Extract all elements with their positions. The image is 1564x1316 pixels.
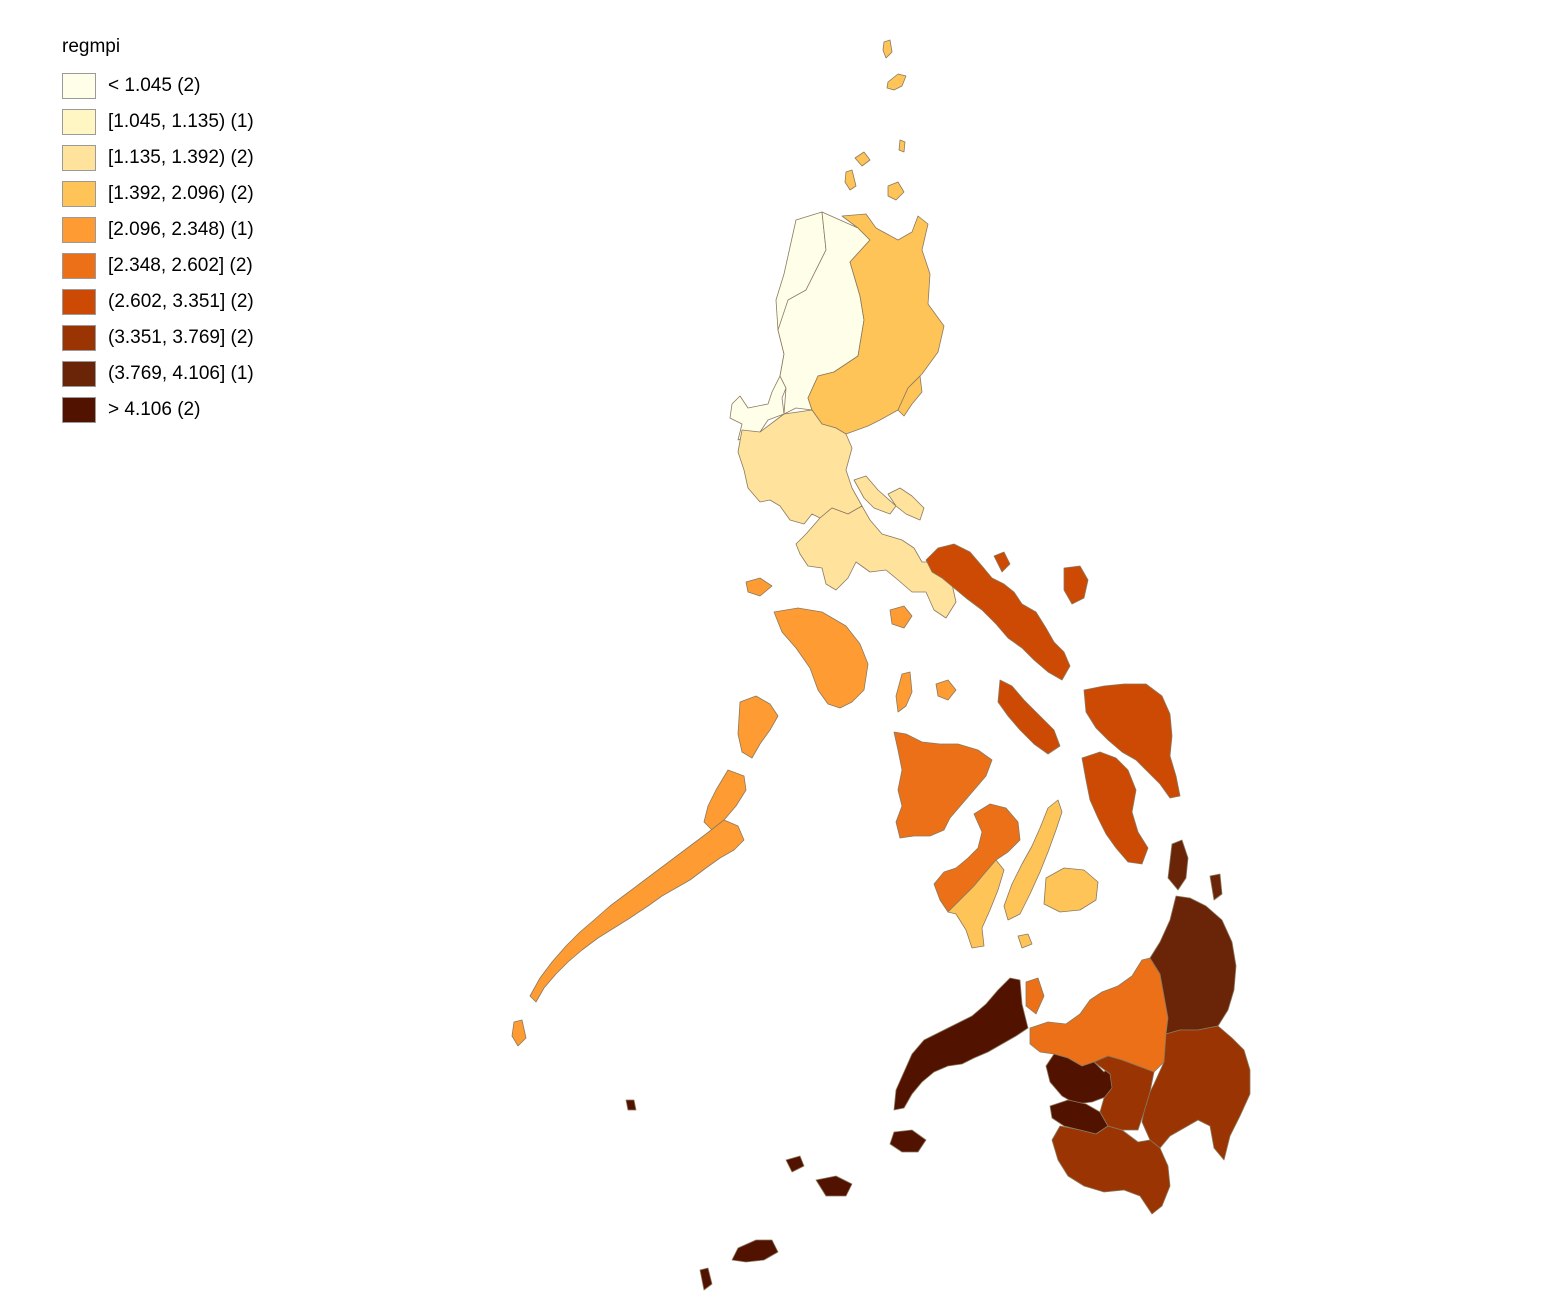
map-region	[925, 543, 1071, 681]
map-region	[1209, 873, 1223, 901]
map-region	[893, 731, 993, 839]
legend-label: > 4.106 (2)	[108, 399, 201, 420]
map-legend: regmpi < 1.045 (2) [1.045, 1.135) (1) [1…	[62, 36, 254, 428]
map-region	[947, 859, 1005, 949]
map-region	[1017, 933, 1033, 949]
map-region	[886, 73, 907, 91]
legend-item: [2.096, 2.348) (1)	[62, 212, 254, 248]
map-region	[773, 607, 869, 709]
map-region	[993, 551, 1011, 573]
map-region	[1063, 565, 1089, 605]
legend-swatch	[62, 73, 96, 99]
legend-label: (3.769, 4.106] (1)	[108, 363, 254, 384]
legend-label: (2.602, 3.351] (2)	[108, 291, 254, 312]
legend-item: [2.348, 2.602] (2)	[62, 248, 254, 284]
legend-swatch	[62, 217, 96, 243]
legend-item: (3.351, 3.769] (2)	[62, 320, 254, 356]
map-region	[882, 39, 893, 59]
legend-label: [2.096, 2.348) (1)	[108, 219, 254, 240]
legend-swatch	[62, 181, 96, 207]
map-region	[1025, 977, 1045, 1015]
legend-label: (3.351, 3.769] (2)	[108, 327, 254, 348]
legend-label: [1.135, 1.392) (2)	[108, 147, 254, 168]
map-region	[1081, 751, 1149, 865]
map-region	[895, 671, 913, 713]
legend-label: [2.348, 2.602] (2)	[108, 255, 253, 276]
map-region	[511, 1019, 527, 1047]
map-region	[529, 819, 745, 1003]
map-region	[785, 1155, 805, 1173]
map-region	[1083, 683, 1181, 799]
map-region	[897, 375, 923, 417]
map-region	[815, 1175, 853, 1197]
map-region	[1149, 895, 1237, 1035]
legend-swatch	[62, 361, 96, 387]
map-region	[844, 169, 857, 191]
legend-swatch	[62, 109, 96, 135]
legend-swatch	[62, 145, 96, 171]
map-region	[889, 605, 913, 629]
map-region	[887, 487, 925, 521]
map-region	[699, 1267, 713, 1291]
map-region	[1029, 957, 1169, 1073]
legend-title: regmpi	[62, 36, 121, 57]
legend-item: [1.045, 1.135) (1)	[62, 104, 254, 140]
map-region	[893, 977, 1029, 1111]
map-region	[625, 1099, 637, 1111]
legend-label: [1.392, 2.096) (2)	[108, 183, 254, 204]
legend-swatch	[62, 253, 96, 279]
legend-label: < 1.045 (2)	[108, 75, 201, 96]
legend-item: < 1.045 (2)	[62, 68, 254, 104]
map-region	[737, 695, 779, 759]
map-region	[889, 1129, 927, 1153]
legend-item: (3.769, 4.106] (1)	[62, 356, 254, 392]
map-region	[853, 475, 897, 515]
legend-swatch	[62, 289, 96, 315]
map-region	[935, 679, 957, 701]
map-region	[1003, 799, 1063, 921]
map-region	[887, 181, 905, 201]
legend-swatch	[62, 397, 96, 423]
map-region	[898, 139, 906, 153]
map-region	[1043, 867, 1099, 913]
map-region	[731, 1239, 779, 1263]
map-region	[1167, 839, 1189, 891]
map-region	[795, 505, 957, 619]
map-region	[807, 213, 945, 435]
legend-swatch	[62, 325, 96, 351]
legend-label: [1.045, 1.135) (1)	[108, 111, 254, 132]
legend-item: > 4.106 (2)	[62, 392, 254, 428]
legend-item: [1.392, 2.096) (2)	[62, 176, 254, 212]
map-region	[745, 577, 773, 597]
map-region	[1093, 1055, 1155, 1131]
map-region	[997, 679, 1061, 755]
legend-item: (2.602, 3.351] (2)	[62, 284, 254, 320]
map-region	[854, 151, 871, 167]
legend-item: [1.135, 1.392) (2)	[62, 140, 254, 176]
